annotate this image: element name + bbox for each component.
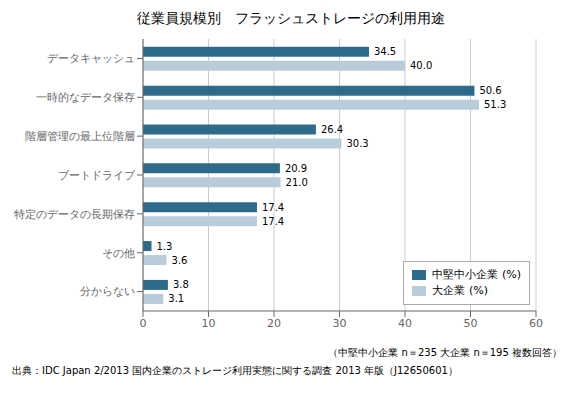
svg-text:17.4: 17.4 [262, 202, 284, 213]
svg-text:20: 20 [267, 317, 281, 330]
svg-text:30.3: 30.3 [346, 138, 368, 149]
svg-text:30: 30 [333, 317, 347, 330]
svg-text:その他: その他 [102, 247, 135, 260]
svg-text:階層管理の最上位階層: 階層管理の最上位階層 [25, 130, 135, 143]
html-text:大企業 (%): 大企業 (%) [432, 284, 488, 297]
svg-text:分からない: 分からない [80, 285, 135, 298]
svg-text:1.3: 1.3 [157, 241, 173, 252]
svg-text:50: 50 [464, 317, 478, 330]
svg-text:20.9: 20.9 [285, 163, 307, 174]
html-text:中堅中小企業 (%): 中堅中小企業 (%) [432, 268, 521, 281]
svg-text:特定のデータの長期保存: 特定のデータの長期保存 [14, 208, 135, 221]
html-text:出典：IDC Japan 2/2013 国内企業のストレージ: 出典：IDC Japan 2/2013 国内企業のストレージ利用実態に関する調査… [12, 365, 458, 376]
svg-text:60: 60 [529, 317, 543, 330]
svg-text:21.0: 21.0 [286, 177, 308, 188]
svg-text:3.1: 3.1 [168, 293, 184, 304]
svg-text:10: 10 [202, 317, 216, 330]
svg-text:ブートドライブ: ブートドライブ [58, 169, 136, 182]
svg-text:26.4: 26.4 [321, 124, 343, 135]
svg-text:50.6: 50.6 [479, 85, 501, 96]
svg-text:3.8: 3.8 [173, 279, 189, 290]
svg-text:51.3: 51.3 [484, 99, 506, 110]
svg-text:34.5: 34.5 [374, 46, 396, 57]
svg-text:データキャッシュ: データキャッシュ [47, 52, 135, 65]
svg-text:40.0: 40.0 [410, 60, 432, 71]
svg-text:一時的なデータ保存: 一時的なデータ保存 [36, 91, 135, 104]
svg-text:17.4: 17.4 [262, 216, 284, 227]
svg-text:40: 40 [398, 317, 412, 330]
svg-text:3.6: 3.6 [172, 255, 188, 266]
html-text:従業員規模別 フラッシュストレージの利用用途: 従業員規模別 フラッシュストレージの利用用途 [137, 10, 445, 26]
html-text:（中堅中小企業 n＝235 大企業 n＝195 複数回答）: （中堅中小企業 n＝235 大企業 n＝195 複数回答） [328, 347, 562, 358]
svg-text:0: 0 [140, 317, 147, 330]
